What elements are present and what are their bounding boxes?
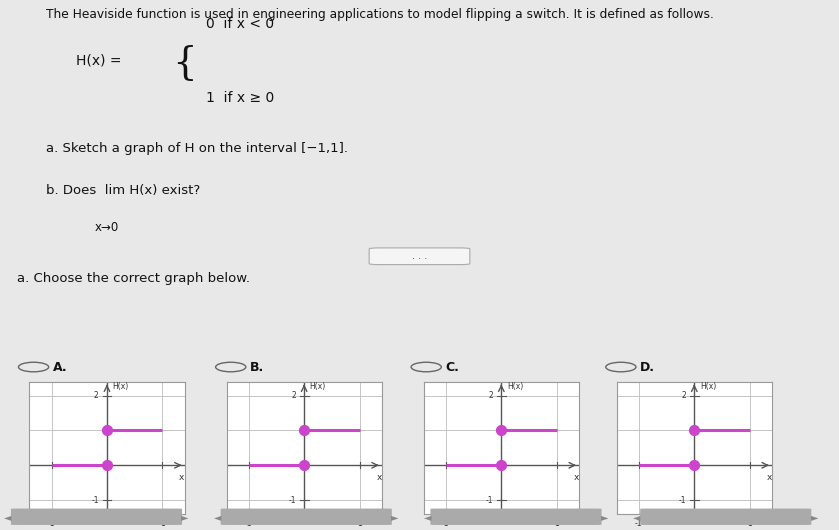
Text: x: x (179, 473, 185, 482)
Text: ◄: ◄ (214, 512, 221, 522)
Text: a. Choose the correct graph below.: a. Choose the correct graph below. (17, 271, 250, 285)
Text: ►: ► (810, 512, 818, 522)
Text: H(x): H(x) (507, 382, 523, 391)
Text: 2: 2 (291, 391, 296, 400)
Text: B.: B. (250, 360, 264, 374)
Text: 2: 2 (681, 391, 686, 400)
Text: C.: C. (446, 360, 460, 374)
Text: H(x) =: H(x) = (76, 54, 121, 68)
Text: {: { (172, 45, 196, 82)
Text: x: x (573, 473, 579, 482)
Text: . . .: . . . (412, 251, 427, 261)
Text: 2: 2 (94, 391, 99, 400)
Text: -1: -1 (48, 519, 55, 528)
FancyBboxPatch shape (221, 509, 392, 525)
Text: -1: -1 (635, 519, 643, 528)
Text: b. Does  lim H(x) exist?: b. Does lim H(x) exist? (46, 184, 201, 197)
FancyBboxPatch shape (640, 509, 811, 525)
Text: ◄: ◄ (633, 512, 641, 522)
Text: -1: -1 (442, 519, 450, 528)
Text: ◄: ◄ (424, 512, 431, 522)
Text: 1: 1 (357, 519, 362, 528)
Text: A.: A. (53, 360, 67, 374)
Text: 2: 2 (488, 391, 493, 400)
Text: -1: -1 (91, 496, 99, 505)
Text: H(x): H(x) (700, 382, 716, 391)
Text: -1: -1 (679, 496, 686, 505)
Text: 1: 1 (555, 519, 559, 528)
Text: x→0: x→0 (95, 222, 119, 234)
Text: 1  if x ≥ 0: 1 if x ≥ 0 (206, 91, 274, 105)
FancyBboxPatch shape (369, 248, 470, 264)
Point (297, 426, 310, 435)
FancyBboxPatch shape (11, 509, 182, 525)
Point (297, 461, 310, 470)
Text: x: x (376, 473, 382, 482)
Point (688, 461, 701, 470)
Text: -1: -1 (486, 496, 493, 505)
Point (101, 426, 114, 435)
Text: D.: D. (640, 360, 655, 374)
Text: 1: 1 (160, 519, 164, 528)
Text: -1: -1 (245, 519, 253, 528)
Text: ◄: ◄ (4, 512, 12, 522)
Text: ►: ► (181, 512, 189, 522)
Text: H(x): H(x) (310, 382, 326, 391)
Text: ►: ► (391, 512, 399, 522)
Text: x: x (766, 473, 772, 482)
Point (101, 461, 114, 470)
Text: ►: ► (601, 512, 608, 522)
Text: 0  if x < 0: 0 if x < 0 (206, 17, 274, 31)
Text: H(x): H(x) (112, 382, 128, 391)
Text: 1: 1 (748, 519, 752, 528)
Text: The Heaviside function is used in engineering applications to model flipping a s: The Heaviside function is used in engine… (46, 8, 714, 21)
Text: a. Sketch a graph of H on the interval [−1,1].: a. Sketch a graph of H on the interval [… (46, 142, 348, 155)
Point (495, 461, 508, 470)
Point (495, 426, 508, 435)
Text: -1: -1 (289, 496, 296, 505)
FancyBboxPatch shape (430, 509, 602, 525)
Point (688, 426, 701, 435)
